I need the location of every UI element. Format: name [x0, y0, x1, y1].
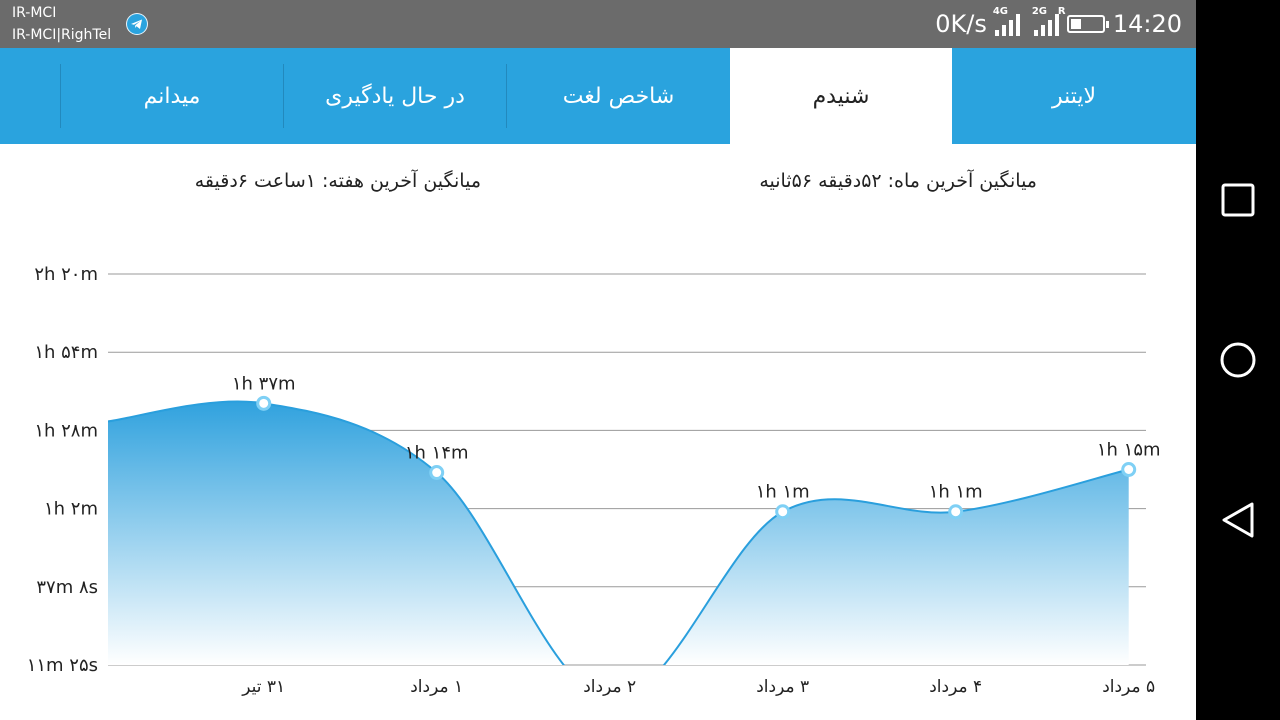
y-tick-label: ۱h ۵۴m [34, 342, 98, 363]
tab-label: شاخص لغت [562, 83, 675, 109]
data-point[interactable] [1121, 462, 1137, 477]
area-series [108, 400, 1129, 665]
y-tick-label: ۱۱m ۲۵s [27, 655, 98, 676]
tab-label: در حال یادگیری [325, 83, 465, 109]
tab-known[interactable]: میدانم [61, 48, 283, 144]
tab-divider [283, 64, 284, 128]
tab-leitner[interactable]: لایتنر [952, 48, 1196, 144]
tab-heard[interactable]: شنیدم [730, 48, 952, 144]
x-tick-label: ۳ مرداد [756, 677, 809, 697]
x-axis-labels: ۳۱ تیر ۱ مرداد ۲ مرداد ۳ مرداد ۴ مرداد ۵ مردا… [241, 677, 1155, 697]
month-average: میانگین آخرین ماه: ۵۲دقیقه ۵۶ثانیه [759, 170, 1037, 192]
triangle-back-icon [1222, 502, 1254, 538]
clock: 14:20 [1112, 10, 1182, 38]
tab-divider [60, 64, 61, 128]
home-button[interactable] [1218, 340, 1258, 380]
signal-2g-icon: 2G R [1032, 6, 1066, 36]
square-icon [1221, 183, 1255, 217]
tab-label: میدانم [143, 83, 201, 109]
data-label: ۱h ۱۵m [1097, 440, 1161, 461]
x-tick-label: ۴ مرداد [929, 677, 982, 697]
signal-4g-icon: 4G [993, 6, 1020, 36]
area-fill [108, 401, 1129, 665]
data-points: ۱h ۳۷m ۱h ۱۴m ۱h ۱m ۱h ۱m ۱h ۱۵m [232, 373, 1161, 520]
x-tick-label: ۱ مرداد [410, 677, 463, 697]
y-tick-label: ۳۷m ۸s [36, 577, 98, 598]
data-label: ۱h ۳۷m [232, 373, 296, 394]
data-label: ۱h ۱m [756, 482, 810, 503]
x-tick-label: ۵ مرداد [1102, 677, 1155, 697]
carrier-label-1: IR-MCI [12, 5, 57, 21]
tab-word-index[interactable]: شاخص لغت [507, 48, 730, 144]
data-point[interactable] [775, 504, 791, 520]
tab-bar: لایتنر شنیدم شاخص لغت در حال یادگیری مید… [0, 48, 1196, 144]
data-label: ۱h ۱m [929, 482, 983, 503]
y-tick-label: ۱h ۲۸m [34, 420, 98, 441]
data-label: ۱h ۱۴m [405, 443, 469, 464]
y-tick-label: ۲h ۲۰m [34, 264, 98, 285]
circle-icon [1220, 342, 1256, 378]
tab-label: لایتنر [1051, 83, 1097, 109]
y-tick-label: ۱h ۲m [44, 499, 98, 520]
roaming-tag: R [1057, 6, 1066, 17]
carrier-label-2: IR-MCI|RighTel [12, 27, 112, 43]
battery-icon [1066, 15, 1109, 33]
data-point[interactable] [429, 465, 445, 481]
week-average: میانگین آخرین هفته: ۱ساعت ۶دقیقه [194, 170, 481, 192]
network-speed: 0K/s [935, 10, 987, 38]
data-point[interactable] [948, 504, 964, 520]
tab-learning[interactable]: در حال یادگیری [284, 48, 506, 144]
status-bar: IR-MCI IR-MCI|RighTel 0K/s 4G 2G R 14:20 [0, 0, 1196, 48]
data-point[interactable] [256, 395, 272, 411]
telegram-icon [126, 13, 148, 35]
sim2-tag: 2G [1031, 6, 1047, 17]
sim1-tag: 4G [992, 6, 1008, 17]
recent-apps-button[interactable] [1218, 180, 1258, 220]
navigation-bar [1196, 0, 1280, 720]
y-axis-labels: ۱۱m ۲۵s ۳۷m ۸s ۱h ۲m ۱h ۲۸m ۱h ۵۴m ۲h ۲۰m [27, 264, 98, 676]
tab-divider [506, 64, 507, 128]
time-chart: ۱۱m ۲۵s ۳۷m ۸s ۱h ۲m ۱h ۲۸m ۱h ۵۴m ۲h ۲۰m ۳۱ … [27, 264, 1161, 697]
x-tick-label: ۳۱ تیر [241, 677, 285, 697]
x-tick-label: ۲ مرداد [583, 677, 636, 697]
back-button[interactable] [1218, 500, 1258, 540]
tab-label: شنیدم [812, 83, 870, 109]
